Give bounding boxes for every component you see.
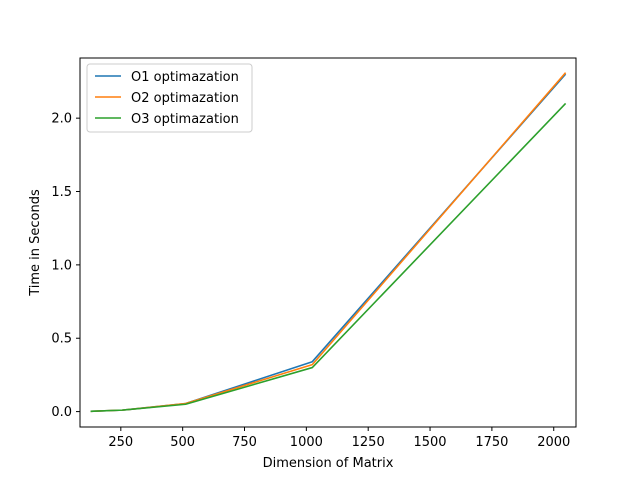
series-line-3 bbox=[90, 102, 567, 413]
y-tick-label: 1.0 bbox=[51, 258, 72, 273]
y-tick-label: 0.5 bbox=[51, 332, 72, 347]
x-tick-label: 2000 bbox=[537, 435, 570, 450]
x-tick-label: 1250 bbox=[352, 435, 385, 450]
x-tick-label: 750 bbox=[232, 435, 257, 450]
x-axis-label: Dimension of Matrix bbox=[263, 456, 394, 471]
legend-label-2: O2 optimazation bbox=[131, 91, 239, 106]
x-tick-label: 250 bbox=[108, 435, 133, 450]
y-axis: 0.0 0.5 1.0 1.5 2.0 bbox=[51, 112, 80, 420]
x-axis: 250 500 750 1000 1250 1500 1750 2000 bbox=[108, 427, 570, 450]
y-tick-label: 2.0 bbox=[51, 112, 72, 127]
x-tick-label: 1500 bbox=[413, 435, 446, 450]
x-tick-label: 1750 bbox=[475, 435, 508, 450]
x-tick-label: 500 bbox=[170, 435, 195, 450]
legend-label-3: O3 optimazation bbox=[131, 112, 239, 127]
legend-box bbox=[86, 63, 253, 133]
legend: O1 optimazation O2 optimazation O3 optimaz… bbox=[86, 63, 253, 133]
axes-frame bbox=[79, 57, 577, 428]
y-tick-label: 1.5 bbox=[51, 185, 72, 200]
x-tick-label: 1000 bbox=[290, 435, 323, 450]
legend-label-1: O1 optimazation bbox=[131, 70, 239, 85]
y-tick-label: 0.0 bbox=[51, 405, 72, 420]
y-axis-label: Time in Seconds bbox=[28, 189, 43, 297]
plot-area bbox=[90, 72, 567, 413]
